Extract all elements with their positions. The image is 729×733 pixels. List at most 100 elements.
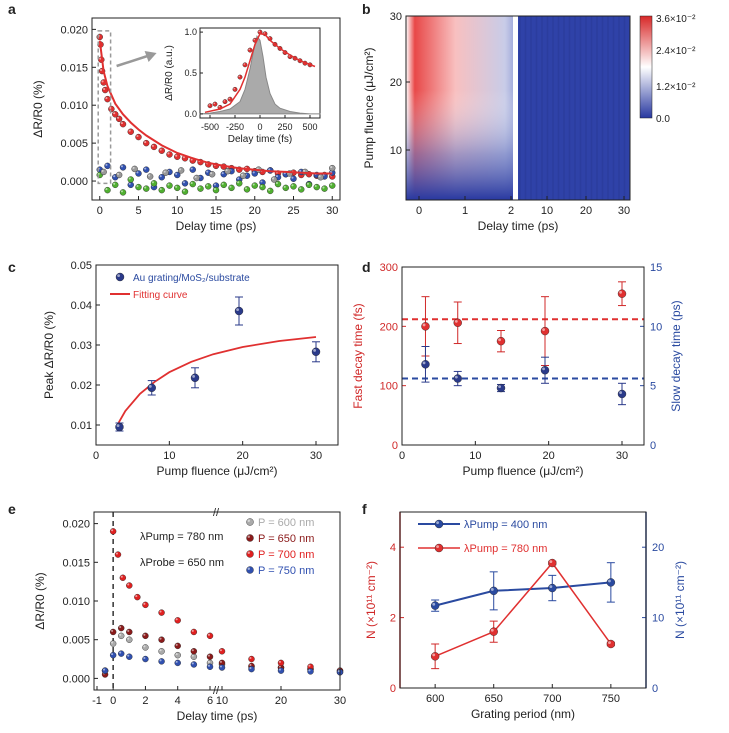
x-tick-label: 10 (216, 695, 228, 707)
y-tick-label: 20 (390, 77, 402, 89)
x-tick-label: 0 (257, 122, 262, 132)
axis-break-gap (513, 16, 518, 200)
data-point (131, 165, 138, 173)
annotation-probe: λProbe = 650 nm (140, 557, 224, 569)
y-tick-label: 0.02 (71, 380, 92, 392)
data-point (174, 617, 181, 624)
data-point (147, 383, 156, 392)
x-tick-label: 15 (210, 205, 222, 217)
x-tick-label: 4 (175, 695, 181, 707)
blue-point (606, 578, 616, 587)
data-point (307, 668, 314, 675)
legend-label: P = 700 nm (258, 549, 314, 561)
y-tick-label: 0.01 (71, 420, 92, 432)
legend-label: λPump = 400 nm (464, 519, 547, 531)
zoom-arrow-line (116, 53, 151, 68)
red-point (606, 639, 616, 649)
y-tick-label: 0.020 (60, 24, 88, 36)
panel-label-a: a (8, 1, 16, 17)
data-point (100, 168, 107, 176)
panel-e-xlabel: Delay time (ps) (177, 709, 258, 723)
legend-marker (246, 518, 254, 526)
fast-point (453, 318, 462, 327)
y-tick-label: 0.5 (184, 68, 197, 78)
data-point (104, 186, 111, 194)
inset-pump-profile (199, 35, 321, 115)
data-point (142, 644, 149, 651)
data-point (277, 659, 285, 667)
data-point (248, 665, 255, 673)
y-tick-label: 1.0 (184, 27, 197, 37)
x-tick-label: 20 (543, 450, 555, 462)
data-point (119, 574, 127, 581)
x-tick-label: 500 (302, 122, 317, 132)
colorbar-tick-label: 3.6×10⁻² (656, 14, 696, 25)
data-point (135, 133, 142, 141)
y-tick-label: 0.005 (62, 635, 90, 647)
data-point (174, 184, 181, 192)
blue-series-line (434, 581, 611, 607)
data-point (119, 189, 127, 196)
inset-point (212, 101, 218, 107)
data-point (277, 667, 285, 674)
y-tick-label: 0.015 (62, 557, 90, 569)
x-tick-label: 20 (237, 450, 249, 462)
inset-point (242, 62, 248, 68)
x-tick-label: 0 (416, 205, 422, 217)
x-tick-label: -1 (92, 695, 102, 707)
data-point (190, 661, 198, 668)
panel-label-b: b (362, 1, 371, 17)
data-point (248, 655, 255, 663)
x-tick-label: 0 (93, 450, 99, 462)
data-point (158, 648, 165, 655)
panel-label-d: d (362, 259, 371, 275)
data-point (208, 171, 216, 178)
x-tick-label: 0 (110, 695, 116, 707)
blue-point (430, 601, 440, 610)
x-tick-label: 30 (310, 450, 322, 462)
data-point (174, 171, 181, 179)
panel-b-frame (405, 15, 631, 201)
data-point (311, 347, 321, 356)
y-tick-label: 0.020 (62, 519, 90, 531)
colorbar-tick-label: 1.2×10⁻² (656, 82, 696, 93)
fast-point (496, 336, 506, 346)
legend-label: λPump = 780 nm (464, 543, 547, 555)
data-point (212, 186, 220, 194)
y-tick-label: 0.000 (62, 673, 90, 685)
panel-e-ylabel: ΔR/R0 (%) (33, 572, 47, 629)
data-point (189, 166, 196, 173)
data-point (118, 632, 125, 640)
slow-point (496, 383, 506, 393)
panel-label-e: e (8, 501, 16, 517)
x-tick-label: 30 (616, 450, 628, 462)
data-point (267, 187, 274, 195)
x-tick-label: 2 (142, 695, 148, 707)
data-point (158, 636, 165, 643)
data-point (317, 174, 324, 181)
y-tick-label: 0.015 (60, 62, 88, 74)
data-point (126, 636, 133, 643)
data-point (142, 655, 149, 663)
data-point (104, 95, 111, 103)
panel-a-fit-curve (98, 40, 333, 175)
y-tick-label: 0.05 (71, 260, 92, 272)
fast-point (540, 326, 550, 336)
data-point (126, 653, 133, 660)
inset-ylabel: ΔR/R0 (a.u.) (164, 45, 175, 101)
fast-point (421, 322, 430, 331)
data-point (218, 659, 226, 667)
red-point (489, 627, 498, 636)
legend-label: P = 750 nm (258, 565, 314, 577)
y-tick-label: 0.010 (62, 596, 90, 608)
x-tick-label: 25 (287, 205, 299, 217)
y-tick-label: 10 (390, 145, 402, 157)
data-point (119, 164, 127, 171)
x-tick-label: -500 (201, 122, 219, 132)
slow-point (421, 360, 430, 369)
y-tick-label: 200 (380, 321, 398, 333)
data-point (109, 628, 117, 636)
panel-a-inset: -500 -250 0 250 500 0.0 0.5 1.0 Delay time (fs) Δ… (164, 27, 321, 145)
data-point (313, 183, 320, 191)
data-point (321, 185, 328, 192)
